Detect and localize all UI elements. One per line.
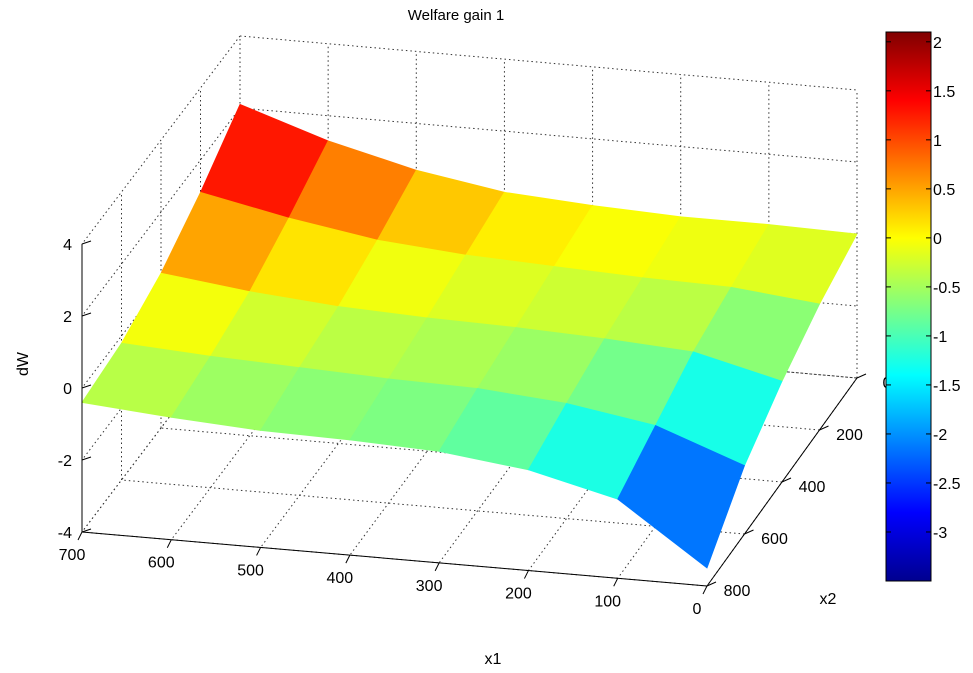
y-axis-label: x2 [820, 591, 837, 608]
z-axis-label: dW [15, 351, 32, 376]
x-axis-label: x1 [485, 651, 502, 668]
surface-plot [81, 103, 858, 569]
x2-tick-label: 800 [724, 583, 751, 600]
colorbar-gradient [885, 31, 932, 582]
x1-tick-label: 0 [693, 601, 702, 618]
colorbar-tick-label: 0 [933, 231, 942, 248]
x1-tick-label: 600 [148, 555, 175, 572]
x1-tick-mark [256, 547, 262, 556]
colorbar-tick-label: 2 [933, 35, 942, 52]
dw-tick-label: -4 [58, 525, 72, 542]
grid-line [81, 35, 241, 245]
x1-axis-line [81, 531, 708, 587]
x2-tick-mark [744, 529, 754, 535]
x1-tick-mark [613, 578, 619, 587]
x1-tick-label: 100 [594, 593, 621, 610]
grid-line [170, 331, 329, 541]
x2-tick-label: 200 [836, 427, 863, 444]
x1-tick-label: 300 [416, 578, 443, 595]
x2-tick-label: 600 [761, 531, 788, 548]
dw-tick-mark [81, 384, 92, 389]
dw-tick-mark [81, 528, 92, 533]
x2-tick-mark [856, 373, 867, 379]
colorbar-ticks: 2 1.5 1 0.5 0 -0.5 -1 -1.5 -2 -2.5 -3 [886, 35, 961, 542]
grid-line [121, 479, 745, 535]
colorbar-tick-label: 0.5 [933, 182, 955, 199]
x1-tick-label: 500 [237, 562, 264, 579]
dw-tick-label: 0 [63, 381, 72, 398]
x2-tick-mark [706, 581, 717, 587]
grid-line [239, 35, 858, 91]
grid-line [81, 323, 241, 533]
grid-line [260, 339, 417, 548]
colorbar-tick-label: -0.5 [933, 280, 961, 297]
colorbar-tick-label: -1 [933, 329, 947, 346]
dw-tick-label: 4 [63, 237, 72, 254]
chart-title: Welfare gain 1 [408, 7, 504, 24]
x1-tick-label: 200 [505, 586, 532, 603]
x1-tick-mark [345, 554, 351, 564]
x2-tick-mark [819, 425, 829, 431]
x2-tick-mark [781, 477, 792, 483]
x1-tick-mark [702, 585, 708, 595]
dw-tick-label: -2 [58, 453, 72, 470]
surface-patch [617, 424, 746, 569]
tick-labels: 01002003004005006007000200400600800-4-20… [58, 237, 892, 618]
x1-tick-mark [166, 539, 172, 548]
x1-tick-mark [523, 570, 529, 579]
colorbar-tick-label: -3 [933, 525, 947, 542]
colorbar: 2 1.5 1 0.5 0 -0.5 -1 -1.5 -2 -2.5 -3 [885, 31, 961, 582]
colorbar-tick-label: -2.5 [933, 476, 961, 493]
colorbar-tick-label: 1.5 [933, 84, 955, 101]
colorbar-tick-label: -2 [933, 427, 947, 444]
dw-tick-mark [81, 240, 92, 245]
dw-tick-label: 2 [63, 309, 72, 326]
x1-tick-mark [77, 531, 83, 541]
x1-tick-mark [434, 562, 440, 572]
dw-tick-mark [81, 312, 92, 317]
x1-tick-label: 700 [59, 547, 86, 564]
x2-tick-label: 400 [799, 479, 826, 496]
dw-tick-mark [81, 456, 92, 461]
colorbar-tick-label: 1 [933, 133, 942, 150]
colorbar-tick-label: -1.5 [933, 378, 961, 395]
x1-tick-label: 400 [327, 570, 354, 587]
